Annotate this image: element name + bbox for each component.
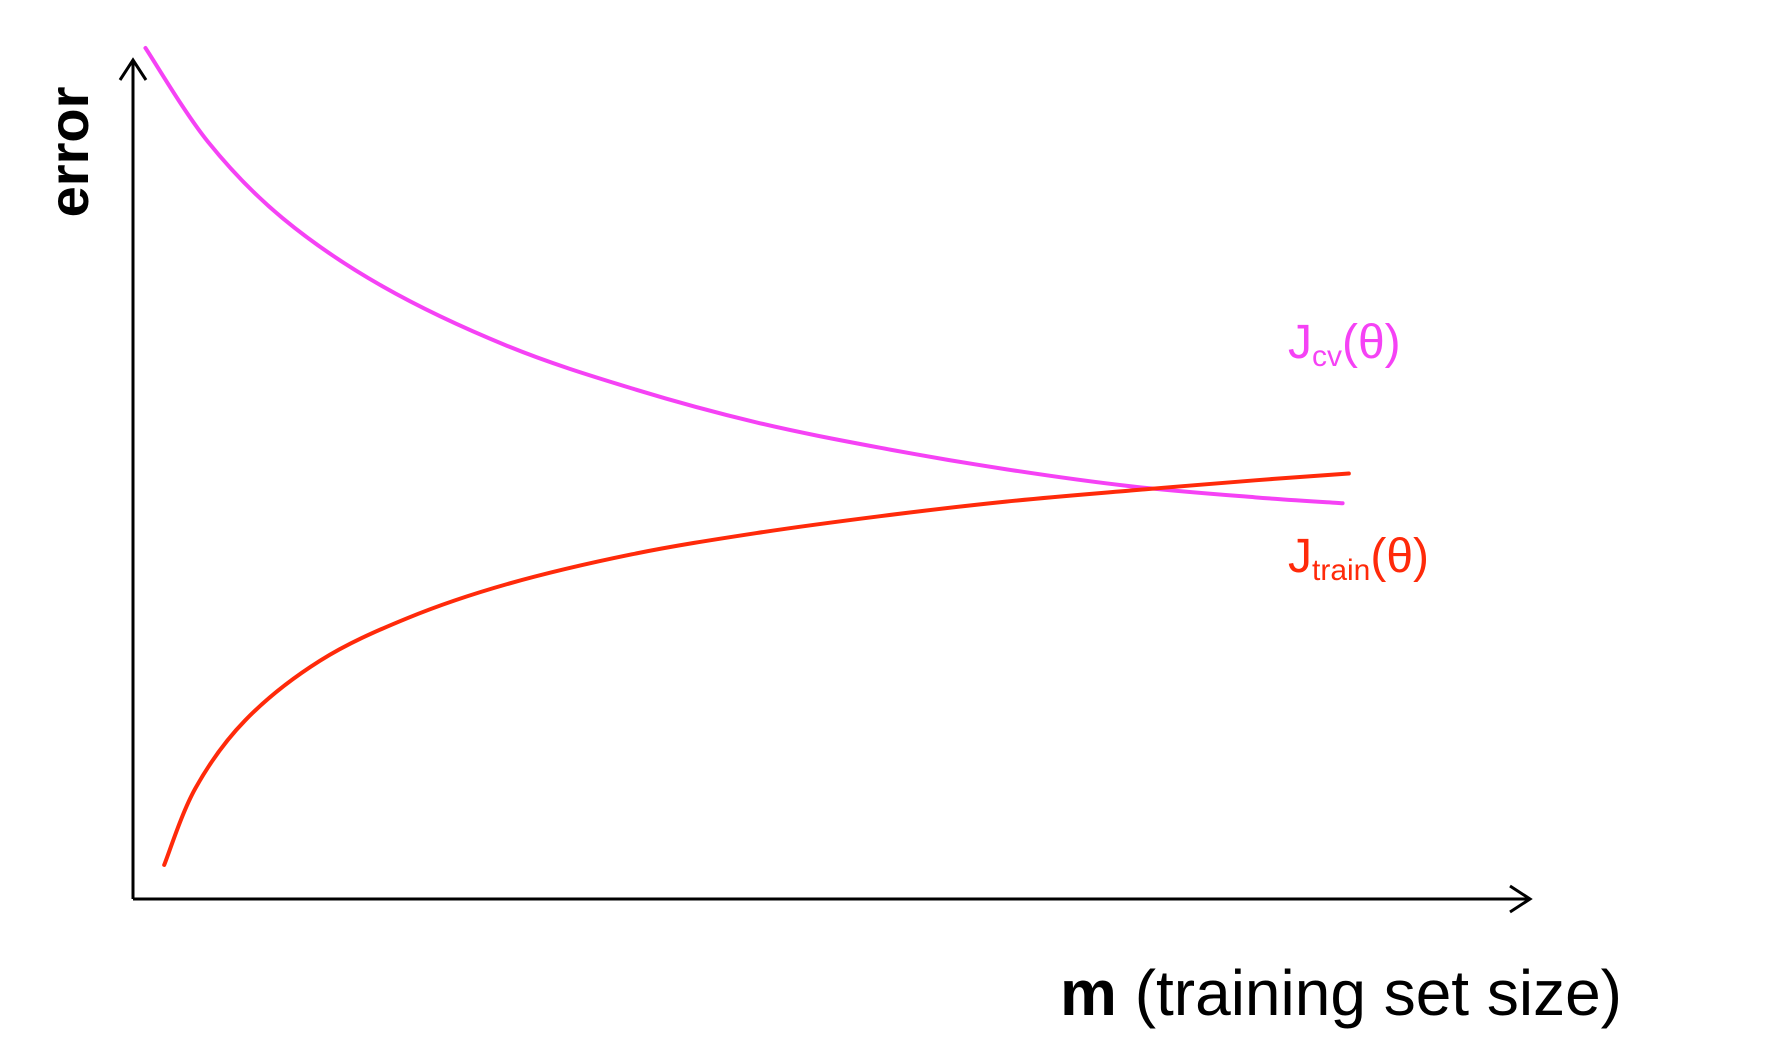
series-line-train [162,471,1351,867]
series-layer [143,46,1351,867]
series-label-cv: Jcv(θ) [1288,316,1401,373]
series-label-cv-sub: cv [1312,340,1342,373]
y-axis-arrowhead [118,57,148,81]
y-axis-label: error [37,87,100,218]
axes [118,57,1533,914]
x-axis-label-rest: (training set size) [1117,957,1622,1029]
series-label-train: Jtrain(θ) [1288,530,1429,587]
x-axis-arrowhead [1509,884,1533,914]
series-label-train-tail: (θ) [1370,530,1429,583]
series-label-cv-main: J [1288,316,1312,369]
series-line-cv [143,46,1345,506]
labels-layer: error m (training set size) Jcv(θ)Jtrain… [37,87,1622,1029]
x-axis-label-bold: m [1060,957,1117,1029]
series-label-train-sub: train [1312,554,1370,587]
series-label-cv-tail: (θ) [1342,316,1401,369]
x-axis-label: m (training set size) [1060,957,1622,1029]
series-label-train-main: J [1288,530,1312,583]
